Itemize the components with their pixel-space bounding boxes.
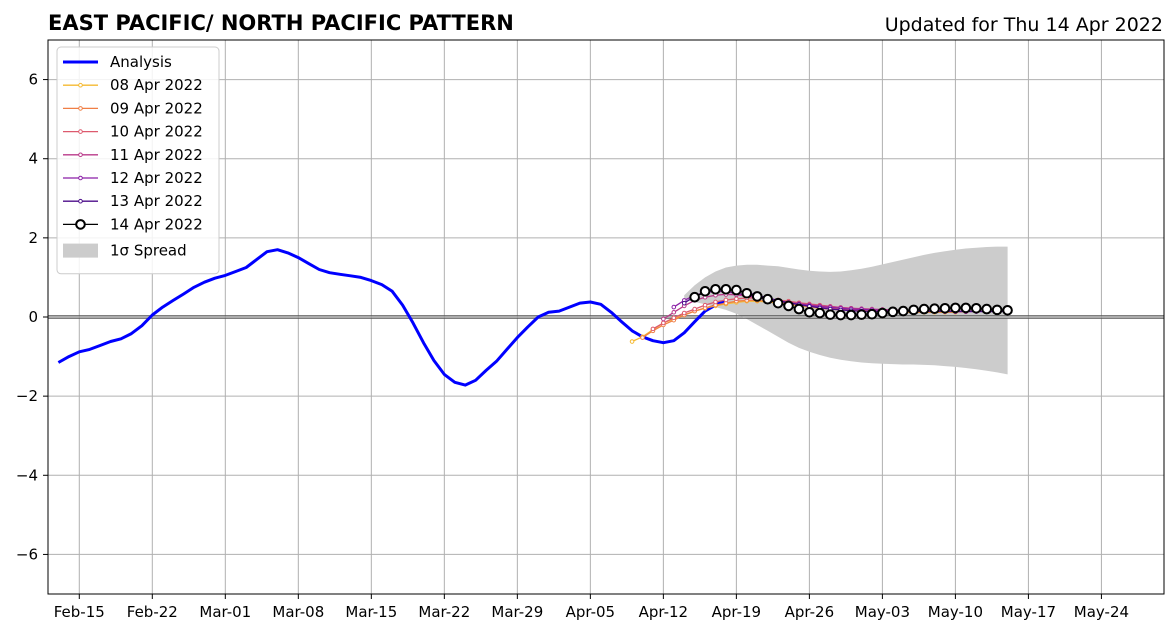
analysis-group <box>57 248 727 387</box>
legend-swatch <box>63 243 98 258</box>
series-point <box>908 304 919 316</box>
x-tick-label: Apr-19 <box>712 603 762 621</box>
series-point <box>731 284 742 296</box>
series-point <box>723 297 729 303</box>
series-point <box>661 320 666 326</box>
legend-box <box>56 46 220 275</box>
x-tick-label: May-17 <box>1001 603 1056 621</box>
x-tick-label: Mar-08 <box>272 603 324 621</box>
zero-line-group <box>48 315 1164 319</box>
x-tick-label: Apr-05 <box>566 603 616 621</box>
series-point <box>640 335 645 340</box>
analysis-line <box>57 248 727 387</box>
forecast-series-group <box>629 284 1013 344</box>
series-point <box>741 287 753 299</box>
series-point <box>713 299 718 305</box>
x-tick-label: Mar-15 <box>345 603 397 621</box>
series-point <box>650 326 656 332</box>
series-point <box>671 309 677 315</box>
series-point <box>950 302 961 314</box>
y-tick-label: 6 <box>28 71 38 89</box>
series-point <box>793 303 805 315</box>
legend-marker <box>78 198 83 204</box>
series-point <box>671 315 677 321</box>
legend-label: 10 Apr 2022 <box>110 123 203 141</box>
series-point <box>866 308 878 320</box>
x-tick-label: Feb-15 <box>54 603 105 621</box>
series-point <box>897 305 909 317</box>
y-tick-label: 4 <box>28 150 38 168</box>
series-point <box>681 310 687 316</box>
series-point <box>960 302 972 314</box>
x-tick-label: Mar-01 <box>199 603 251 621</box>
series-point <box>814 307 826 319</box>
series-point <box>762 293 773 305</box>
legend-label: 13 Apr 2022 <box>110 192 203 210</box>
legend-label: 09 Apr 2022 <box>110 99 203 117</box>
y-tick-label: 0 <box>28 308 38 326</box>
x-tick-label: Apr-26 <box>785 603 835 621</box>
x-tick-labels: Feb-15 Feb-22 Mar-01 Mar-08 Mar-15 Mar-22 Mar-… <box>54 594 1129 621</box>
series-point <box>734 296 739 302</box>
series-point <box>918 303 930 315</box>
series-point <box>751 291 763 302</box>
series-point <box>981 303 992 315</box>
legend-label: 14 Apr 2022 <box>110 215 203 233</box>
legend-label: 1σ Spread <box>110 242 187 260</box>
series-point <box>671 304 677 310</box>
legend: Analysis 08 Apr 2022 09 Apr 2022 10 Apr 202… <box>56 46 220 275</box>
legend-label: 08 Apr 2022 <box>110 76 203 94</box>
x-tick-label: Feb-22 <box>127 603 178 621</box>
x-tick-label: Mar-22 <box>418 603 470 621</box>
legend-label: Analysis <box>110 53 172 71</box>
legend-marker <box>78 175 83 181</box>
legend-marker <box>78 152 83 158</box>
series-point <box>856 309 867 320</box>
series-point <box>629 339 635 344</box>
series-point <box>824 309 836 320</box>
series-point <box>661 316 666 322</box>
x-tick-label: May-03 <box>855 603 910 621</box>
series-point <box>887 306 899 318</box>
series-point <box>720 284 732 295</box>
series-point <box>772 297 784 309</box>
series-point <box>783 300 794 312</box>
series-point <box>1002 304 1013 316</box>
x-tick-label: May-24 <box>1074 603 1129 621</box>
series-point <box>970 302 982 314</box>
y-tick-label: −2 <box>16 387 38 405</box>
series-point <box>845 309 857 321</box>
series-point <box>702 302 708 308</box>
series-point <box>681 300 687 306</box>
legend-marker <box>78 129 83 134</box>
series-point <box>689 291 700 303</box>
legend-label: 12 Apr 2022 <box>110 169 203 187</box>
series-point <box>804 306 815 318</box>
y-tick-labels: −6 −4 −2 0 2 4 6 <box>16 71 48 563</box>
y-tick-label: −6 <box>16 545 38 563</box>
series-point <box>877 307 888 319</box>
chart-subtitle: Updated for Thu 14 Apr 2022 <box>885 14 1163 36</box>
series-point <box>699 285 711 297</box>
x-tick-label: Apr-12 <box>639 603 689 621</box>
series-point <box>835 309 846 321</box>
series-point <box>929 303 940 314</box>
legend-label: 11 Apr 2022 <box>110 146 203 164</box>
series-6 <box>689 284 1013 321</box>
legend-marker <box>78 82 83 88</box>
y-tick-label: −4 <box>16 466 38 484</box>
chart-title: EAST PACIFIC/ NORTH PACIFIC PATTERN <box>48 11 514 35</box>
series-point <box>939 302 951 314</box>
legend-marker <box>75 219 86 230</box>
series-point <box>710 284 721 295</box>
x-tick-label: May-10 <box>928 603 983 621</box>
x-tick-label: Mar-29 <box>491 603 543 621</box>
legend-marker <box>78 106 83 111</box>
series-point <box>692 306 697 312</box>
series-point <box>991 304 1003 316</box>
y-tick-label: 2 <box>28 229 38 247</box>
